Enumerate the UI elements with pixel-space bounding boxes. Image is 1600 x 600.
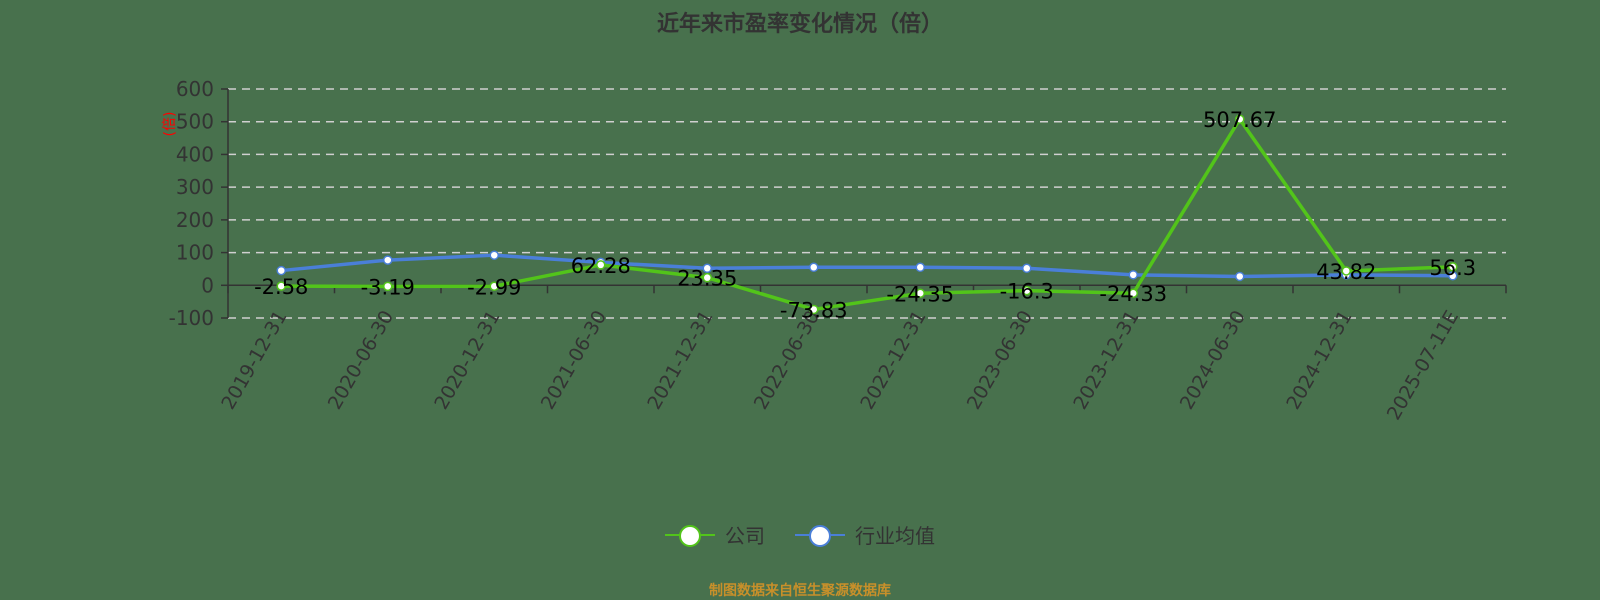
data-point[interactable]	[276, 281, 286, 291]
y-unit-label: (倍)	[162, 112, 178, 137]
x-tick-label: 2020-06-30	[324, 307, 398, 414]
data-point[interactable]	[596, 260, 606, 270]
y-tick-label: 200	[176, 208, 214, 232]
x-tick-label: 2021-12-31	[643, 307, 717, 414]
data-point[interactable]	[915, 288, 925, 299]
data-point[interactable]	[915, 262, 925, 273]
legend-label: 行业均值	[855, 524, 935, 548]
series-line	[281, 253, 1453, 279]
y-tick-label: 0	[201, 273, 214, 297]
legend-label: 公司	[725, 524, 765, 548]
data-point[interactable]	[1448, 271, 1458, 281]
x-tick-label: 2023-06-30	[963, 307, 1037, 414]
legend-item-industry-avg[interactable]: 行业均值	[795, 520, 935, 549]
data-point[interactable]	[489, 281, 499, 292]
y-tick-label: 100	[176, 241, 214, 265]
y-tick-label: 600	[176, 77, 214, 101]
data-label: -24.35	[886, 282, 954, 306]
data-label: -2.99	[467, 275, 521, 299]
x-tick-label: 2022-06-30	[750, 307, 824, 414]
data-label: -73.83	[780, 298, 848, 322]
data-source-note: 制图数据来自恒生聚源数据库	[709, 583, 891, 599]
data-label: 23.35	[677, 267, 737, 291]
data-point[interactable]	[489, 250, 499, 260]
legend-marker-icon	[665, 524, 715, 547]
data-point[interactable]	[1022, 285, 1032, 296]
x-tick-label: 2024-06-30	[1176, 307, 1250, 414]
legend-marker-icon	[795, 524, 845, 547]
x-tick-label: 2022-12-31	[856, 307, 930, 414]
y-tick-label: 500	[176, 110, 214, 134]
data-point[interactable]	[1235, 271, 1245, 282]
data-point[interactable]	[383, 281, 393, 292]
data-label: 56.3	[1429, 256, 1476, 280]
data-label: -3.19	[361, 275, 415, 299]
series-line	[281, 117, 1453, 312]
data-point[interactable]	[383, 255, 393, 265]
y-tick-label: -100	[169, 306, 214, 330]
data-point[interactable]	[1022, 263, 1032, 274]
data-label: 43.82	[1316, 260, 1376, 284]
y-tick-label: 300	[176, 175, 214, 199]
y-tick-label: 400	[176, 142, 214, 166]
data-point[interactable]	[702, 263, 712, 274]
legend: 公司 行业均值	[0, 520, 1600, 549]
data-point[interactable]	[1235, 114, 1245, 124]
data-point[interactable]	[809, 304, 819, 315]
x-tick-label: 2021-06-30	[537, 307, 611, 414]
data-label: 62.28	[571, 254, 631, 278]
data-point[interactable]	[702, 272, 712, 283]
data-point[interactable]	[809, 262, 819, 273]
data-label: 507.67	[1203, 108, 1276, 132]
data-point[interactable]	[1128, 288, 1138, 298]
x-tick-label: 2019-12-31	[217, 307, 291, 414]
data-point[interactable]	[1448, 262, 1458, 272]
data-label: -16.3	[1000, 280, 1054, 304]
data-point[interactable]	[1128, 270, 1138, 280]
x-tick-label: 2025-07-11E	[1383, 307, 1463, 424]
data-label: -2.58	[254, 275, 308, 299]
x-tick-label: 2020-12-31	[430, 307, 504, 414]
data-point[interactable]	[1341, 266, 1351, 276]
x-tick-label: 2023-12-31	[1069, 307, 1143, 414]
data-label: -24.33	[1099, 282, 1167, 306]
data-point[interactable]	[276, 265, 286, 276]
x-tick-label: 2024-12-31	[1282, 307, 1356, 414]
legend-item-company[interactable]: 公司	[665, 520, 765, 549]
chart-title: 近年来市盈率变化情况（倍）	[656, 12, 943, 37]
